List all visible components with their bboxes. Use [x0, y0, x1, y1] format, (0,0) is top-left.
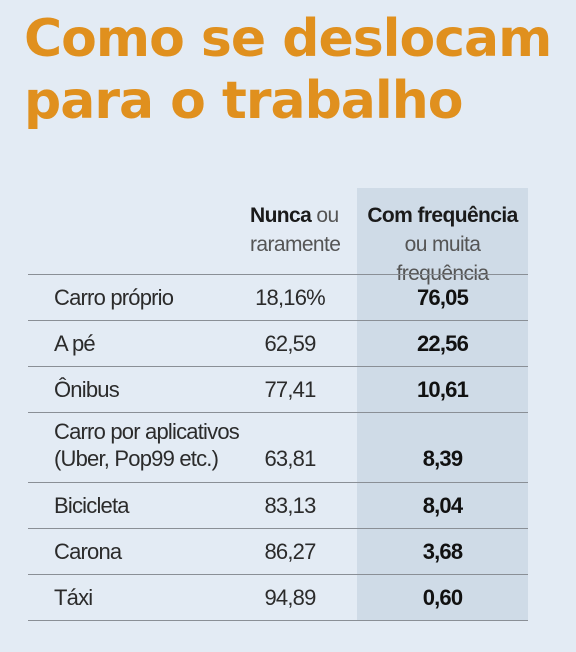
row-divider [28, 320, 528, 321]
title-line-1: Como se deslocam [24, 9, 552, 69]
value-frequent: 0,60 [422, 584, 463, 610]
row-label: Carro próprio [54, 284, 174, 310]
value-never: 83,13 [264, 492, 316, 518]
row-label: Carona [54, 538, 122, 564]
value-never: 77,41 [264, 376, 316, 402]
column-header-never-rest: ou [311, 204, 339, 227]
page-title: Como se deslocam para o trabalho [24, 8, 552, 132]
row-divider [28, 274, 528, 275]
value-frequent: 8,39 [422, 446, 463, 471]
value-frequent: 8,04 [422, 492, 463, 518]
value-never: 86,27 [264, 538, 316, 564]
row-label: Bicicleta [54, 492, 130, 518]
row-label: Táxi [54, 584, 93, 610]
column-header-never-line2: raramente [250, 233, 341, 256]
row-divider [28, 366, 528, 367]
value-frequent: 76,05 [416, 284, 469, 310]
row-label: Carro por aplicativos [54, 419, 240, 444]
value-never: 18,16% [255, 284, 326, 310]
row-divider [28, 412, 528, 413]
row-divider [28, 482, 528, 483]
row-divider [28, 574, 528, 575]
row-label: (Uber, Pop99 etc.) [54, 446, 219, 471]
row-divider [28, 620, 528, 621]
column-header-never: Nunca ou raramente [250, 201, 350, 259]
value-never: 63,81 [264, 446, 316, 471]
column-header-never-strong: Nunca [250, 204, 312, 227]
value-frequent: 22,56 [416, 330, 469, 356]
value-frequent: 3,68 [422, 538, 463, 564]
highlight-column [357, 188, 528, 620]
column-header-frequent: Com frequência ou muita frequência [357, 201, 528, 288]
row-label: Ônibus [54, 376, 120, 402]
column-header-frequent-line2: ou muita frequência [396, 233, 489, 285]
row-label: A pé [54, 330, 96, 356]
row-divider [28, 528, 528, 529]
column-header-frequent-line1: Com frequência [367, 204, 518, 227]
value-never: 62,59 [264, 330, 316, 356]
value-never: 94,89 [264, 584, 316, 610]
title-line-2: para o trabalho [24, 71, 463, 131]
value-frequent: 10,61 [416, 376, 469, 402]
